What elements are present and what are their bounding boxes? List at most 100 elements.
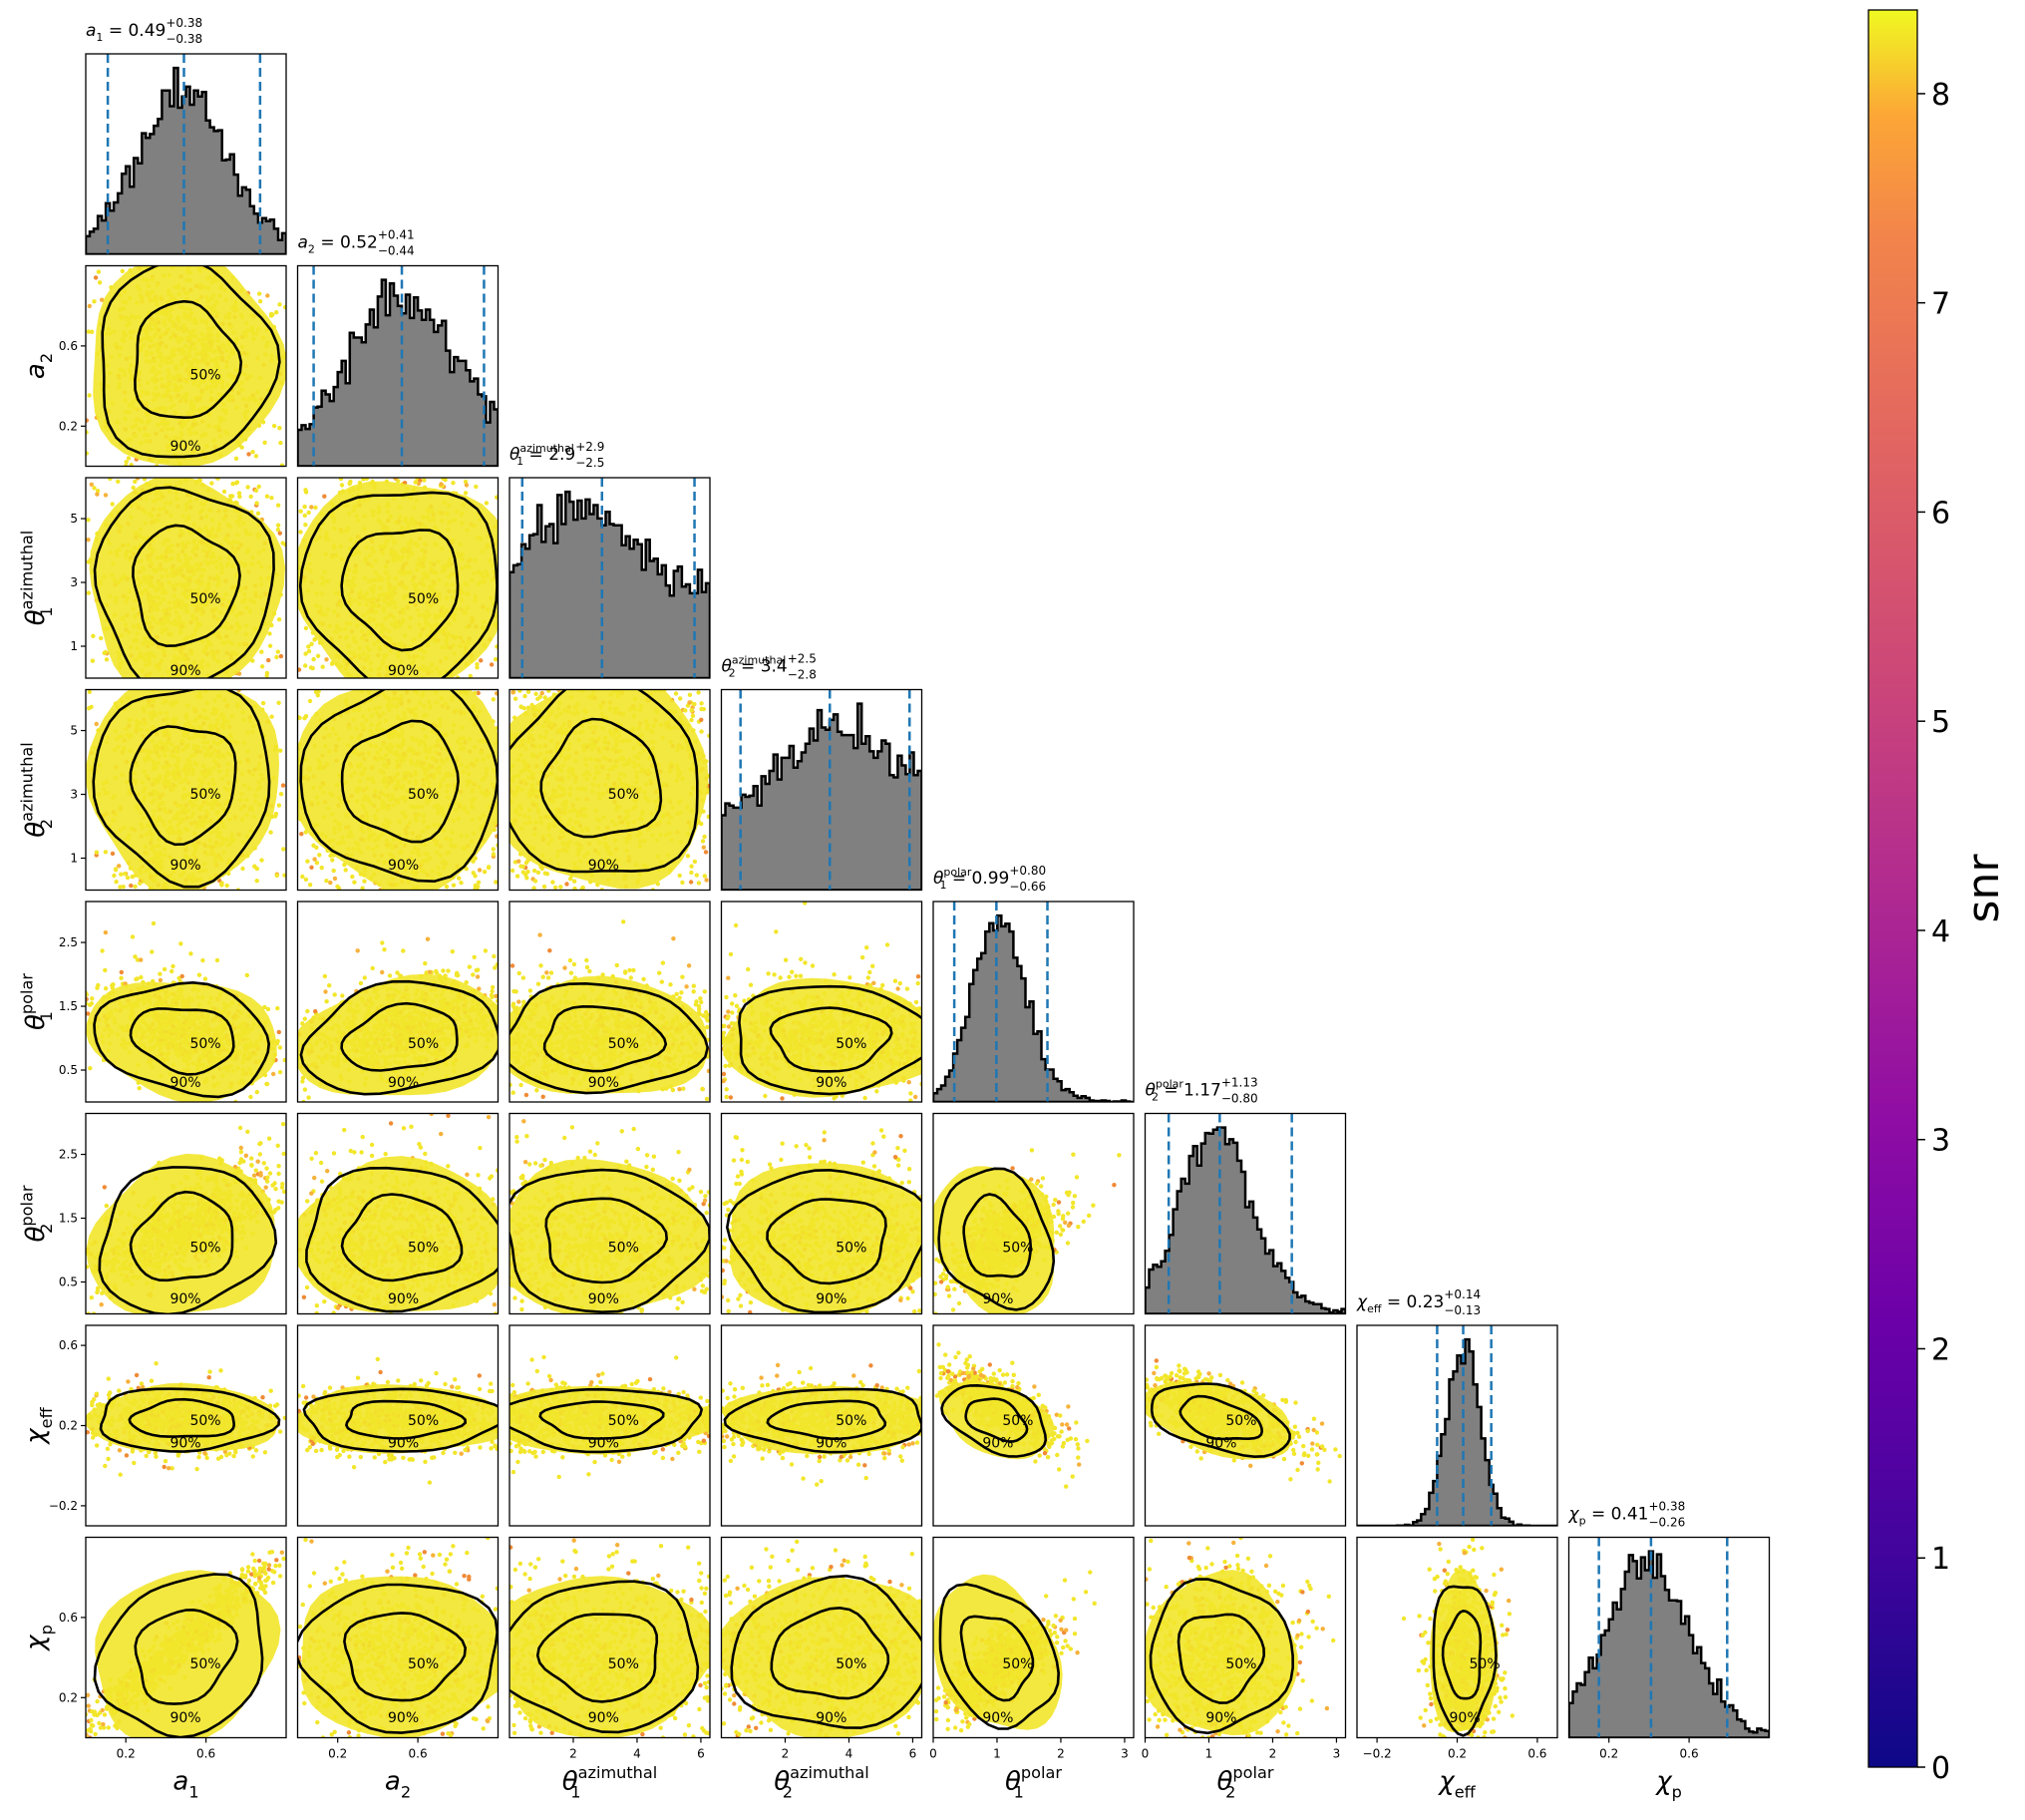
contour-label-90: 90% xyxy=(388,1291,419,1307)
contour-label-90: 90% xyxy=(588,1291,619,1307)
x-tick-label: 0.2 xyxy=(117,1747,136,1761)
title-minus-error: −0.66 xyxy=(1009,880,1046,894)
contour-90 xyxy=(299,689,499,884)
y-tick-label: 3 xyxy=(70,788,78,802)
contour-label-90: 90% xyxy=(588,1075,619,1091)
colorbar-gradient xyxy=(1867,9,1918,1768)
title-a2: a2 = 0.52+0.41−0.44 xyxy=(298,228,415,258)
contour-label-50: 50% xyxy=(608,1413,639,1429)
title-minus-error: −0.44 xyxy=(378,244,415,258)
contour-90 xyxy=(93,486,275,678)
contour-label-90: 90% xyxy=(816,1436,846,1452)
y-axis-label-theta2-az: θazimuthal2 xyxy=(17,742,56,838)
scatter-panel-chi-eff-vs-theta1-pol: 50%90% xyxy=(932,1324,1135,1527)
svg-text:a2 = 0.52+0.41: a2 = 0.52+0.41 xyxy=(298,228,415,256)
y-tick-label: 2.5 xyxy=(59,935,78,949)
panel-frame xyxy=(296,264,500,468)
contour-50 xyxy=(340,1001,459,1072)
hist-panel-theta2-pol xyxy=(1144,1112,1347,1315)
y-tick-label: 1 xyxy=(70,852,78,866)
contour-50 xyxy=(340,719,460,844)
histogram-bars-a1 xyxy=(86,66,286,254)
contour-50 xyxy=(345,1399,468,1440)
contour-label-90: 90% xyxy=(169,858,200,874)
hist-panel-chi-p: 0.2 0.6 χp xyxy=(1567,1536,1771,1801)
contour-label-50: 50% xyxy=(608,1240,639,1256)
title-theta1-pol: θpolar 1 = 0.99+0.80−0.66 xyxy=(933,864,1046,894)
contour-50 xyxy=(539,717,663,839)
contour-label-50: 50% xyxy=(189,1240,220,1256)
contour-90 xyxy=(509,1580,700,1734)
x-tick-label: 2 xyxy=(1057,1747,1065,1761)
contour-label-90: 90% xyxy=(816,1710,846,1726)
contour-90 xyxy=(725,1168,922,1314)
scatter-panel-theta2-az-vs-theta1-az: 50% 90% xyxy=(508,688,711,892)
panel-frame xyxy=(85,1112,287,1315)
contour-label-90: 90% xyxy=(816,1075,846,1091)
histogram-bars-theta2-pol xyxy=(1145,1126,1346,1314)
histogram-bars-theta1-az xyxy=(509,490,710,678)
hist-panel-chi-eff xyxy=(1356,1324,1558,1527)
panel-frame xyxy=(932,1536,1135,1739)
title-theta2-az: θazimuthal 2 = 3.4+2.5−2.8 xyxy=(722,652,817,682)
contour-90 xyxy=(937,1167,1056,1311)
contour-90 xyxy=(1149,1578,1295,1735)
scatter-panel-chi-eff-vs-a2: 50%90% xyxy=(296,1324,500,1527)
panel-frame xyxy=(85,53,287,255)
contour-label-50: 50% xyxy=(836,1036,866,1052)
panel-frame xyxy=(296,1536,500,1739)
title-minus-error: −0.80 xyxy=(1221,1092,1258,1106)
contour-90 xyxy=(738,984,922,1096)
contour-label-90: 90% xyxy=(588,1710,619,1726)
contour-50 xyxy=(129,725,237,847)
panel-frame xyxy=(1567,1536,1771,1739)
y-tick-label: 0.5 xyxy=(59,1275,78,1289)
contour-50 xyxy=(766,1399,887,1441)
x-tick-label: 4 xyxy=(845,1747,853,1761)
contour-90 xyxy=(1150,1382,1291,1459)
contour-50 xyxy=(129,1007,235,1076)
contour-90 xyxy=(509,981,710,1095)
scatter-panel-chi-eff-vs-a1: 50% 90% −0.2 0.2 0.6 χeff xyxy=(21,1324,287,1527)
contour-50 xyxy=(134,299,243,420)
title-minus-error: −0.26 xyxy=(1648,1516,1685,1530)
contour-50 xyxy=(544,1197,669,1284)
contour-label-90: 90% xyxy=(169,1436,200,1452)
contour-50 xyxy=(1179,1394,1264,1441)
scatter-panel-a2-vs-a1: 50% 90% 0.2 0.6a2 xyxy=(21,264,287,468)
title-plus-error: +2.9 xyxy=(575,440,604,454)
histogram-bars-chi-eff xyxy=(1357,1337,1557,1526)
scatter-panel-theta2-pol-vs-theta1-az: 50% 90% xyxy=(508,1112,711,1315)
x-tick-label: 0.2 xyxy=(1599,1747,1618,1761)
panel-frame xyxy=(85,1536,287,1739)
contour-50 xyxy=(962,1193,1033,1278)
scatter-panel-theta2-pol-vs-theta1-pol: 50% 90% xyxy=(932,1112,1135,1315)
x-tick-label: 2 xyxy=(782,1747,790,1761)
contour-90 xyxy=(92,689,271,889)
contour-label-50: 50% xyxy=(836,1656,866,1672)
contour-label-90: 90% xyxy=(388,858,419,874)
contour-label-90: 90% xyxy=(169,1710,200,1726)
x-axis-label-theta1-az: θazimuthal 1 xyxy=(562,1763,658,1802)
y-tick-label: 5 xyxy=(70,724,78,738)
y-tick-label: 2.5 xyxy=(59,1148,78,1162)
x-tick-label: 6 xyxy=(909,1747,917,1761)
contour-label-90: 90% xyxy=(588,1436,619,1452)
y-tick-label: 1 xyxy=(70,639,78,653)
title-plus-error: +0.80 xyxy=(1009,864,1046,878)
x-axis-label-a1: a1 xyxy=(172,1767,198,1802)
contour-label-50: 50% xyxy=(189,367,220,383)
contour-50 xyxy=(134,1608,239,1705)
contour-50 xyxy=(769,1006,893,1073)
scatter-panel-theta2-pol-vs-a1: 50% 90% 0.5 1.5 2.5 θpolar2 xyxy=(17,1112,287,1315)
contour-90 xyxy=(730,1574,922,1729)
contour-90 xyxy=(305,1166,499,1313)
contour-label-90: 90% xyxy=(388,1436,419,1452)
scatter-panel-chi-p-vs-theta2-az: 50% 90% 2 4 6 θazimuthal 2 xyxy=(720,1536,923,1801)
contour-label-50: 50% xyxy=(189,1036,220,1052)
contour-90 xyxy=(101,265,281,459)
colorbar-tick-label: 2 xyxy=(1931,1332,1950,1367)
x-tick-label: 0 xyxy=(929,1747,937,1761)
